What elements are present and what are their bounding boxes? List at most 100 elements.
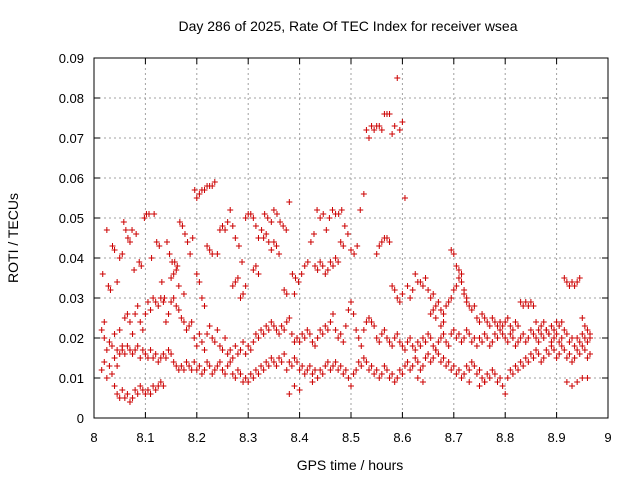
data-point bbox=[422, 355, 429, 361]
data-point bbox=[494, 335, 501, 341]
data-point bbox=[574, 279, 581, 285]
data-point bbox=[309, 379, 316, 385]
data-point bbox=[579, 343, 586, 349]
data-point bbox=[108, 343, 115, 349]
data-point bbox=[527, 327, 534, 333]
data-point bbox=[209, 371, 216, 377]
data-point bbox=[119, 347, 126, 353]
data-point bbox=[389, 283, 396, 289]
data-point bbox=[448, 331, 455, 337]
data-point bbox=[358, 343, 365, 349]
data-point bbox=[455, 267, 462, 273]
data-point bbox=[234, 351, 241, 357]
data-point bbox=[502, 319, 509, 325]
data-point bbox=[445, 359, 452, 365]
data-point bbox=[407, 295, 414, 301]
data-point bbox=[103, 347, 110, 353]
data-point bbox=[381, 363, 388, 369]
data-point bbox=[507, 367, 514, 373]
y-tick-label: 0.04 bbox=[59, 251, 84, 266]
data-point bbox=[453, 283, 460, 289]
data-point bbox=[409, 287, 416, 293]
data-point bbox=[240, 339, 247, 345]
data-point bbox=[136, 259, 143, 265]
data-point bbox=[371, 323, 378, 329]
data-point bbox=[479, 311, 486, 317]
data-point bbox=[569, 359, 576, 365]
data-point bbox=[227, 347, 234, 353]
data-point bbox=[155, 359, 162, 365]
data-point bbox=[278, 359, 285, 365]
x-tick-label: 8.3 bbox=[239, 430, 257, 445]
data-point bbox=[319, 331, 326, 337]
data-point bbox=[412, 271, 419, 277]
data-point bbox=[450, 363, 457, 369]
data-point bbox=[160, 383, 167, 389]
data-point bbox=[322, 323, 329, 329]
data-point bbox=[435, 299, 442, 305]
data-point bbox=[247, 371, 254, 377]
data-point bbox=[211, 367, 218, 373]
data-point bbox=[114, 391, 121, 397]
data-point bbox=[368, 319, 375, 325]
data-point bbox=[440, 319, 447, 325]
data-point bbox=[561, 327, 568, 333]
data-point bbox=[458, 339, 465, 345]
data-point bbox=[196, 279, 203, 285]
data-point bbox=[121, 351, 128, 357]
data-point bbox=[365, 315, 372, 321]
data-point bbox=[448, 367, 455, 373]
data-point bbox=[206, 247, 213, 253]
data-point bbox=[383, 367, 390, 373]
data-point bbox=[103, 375, 110, 381]
data-point bbox=[224, 351, 231, 357]
data-point bbox=[129, 227, 136, 233]
data-point bbox=[138, 263, 145, 269]
data-point bbox=[530, 331, 537, 337]
data-point bbox=[183, 359, 190, 365]
data-point bbox=[520, 303, 527, 309]
data-point bbox=[357, 207, 364, 213]
data-point bbox=[404, 359, 411, 365]
data-point bbox=[494, 323, 501, 329]
data-point bbox=[342, 367, 349, 373]
data-point bbox=[409, 363, 416, 369]
data-point bbox=[198, 371, 205, 377]
data-point bbox=[368, 363, 375, 369]
data-point bbox=[111, 247, 118, 253]
data-point bbox=[407, 367, 414, 373]
data-point bbox=[147, 391, 154, 397]
data-point bbox=[219, 367, 226, 373]
data-point bbox=[206, 323, 213, 329]
data-point bbox=[499, 331, 506, 337]
data-point bbox=[176, 219, 183, 225]
data-point bbox=[332, 327, 339, 333]
y-tick-labels: 0 0.01 0.02 0.03 0.04 0.05 0.06 0.07 0.08 0.09 bbox=[59, 51, 84, 426]
data-point bbox=[291, 339, 298, 345]
data-point bbox=[132, 387, 139, 393]
data-point bbox=[463, 299, 470, 305]
data-point bbox=[126, 399, 133, 405]
data-point bbox=[432, 315, 439, 321]
data-point bbox=[394, 331, 401, 337]
data-point bbox=[540, 335, 547, 341]
data-point bbox=[476, 367, 483, 373]
data-point bbox=[425, 351, 432, 357]
data-point bbox=[344, 231, 351, 237]
data-point bbox=[427, 295, 434, 301]
data-point bbox=[383, 235, 390, 241]
data-point bbox=[440, 355, 447, 361]
data-point bbox=[553, 331, 560, 337]
y-tick-label: 0.07 bbox=[59, 131, 84, 146]
data-point bbox=[306, 331, 313, 337]
data-point bbox=[273, 243, 280, 249]
data-point bbox=[365, 135, 372, 141]
data-point bbox=[237, 371, 244, 377]
data-point bbox=[432, 303, 439, 309]
y-axis-label: ROTI / TECUs bbox=[5, 193, 21, 283]
data-point bbox=[107, 287, 114, 293]
data-point bbox=[491, 371, 498, 377]
data-point bbox=[448, 247, 455, 253]
data-point bbox=[219, 223, 226, 229]
